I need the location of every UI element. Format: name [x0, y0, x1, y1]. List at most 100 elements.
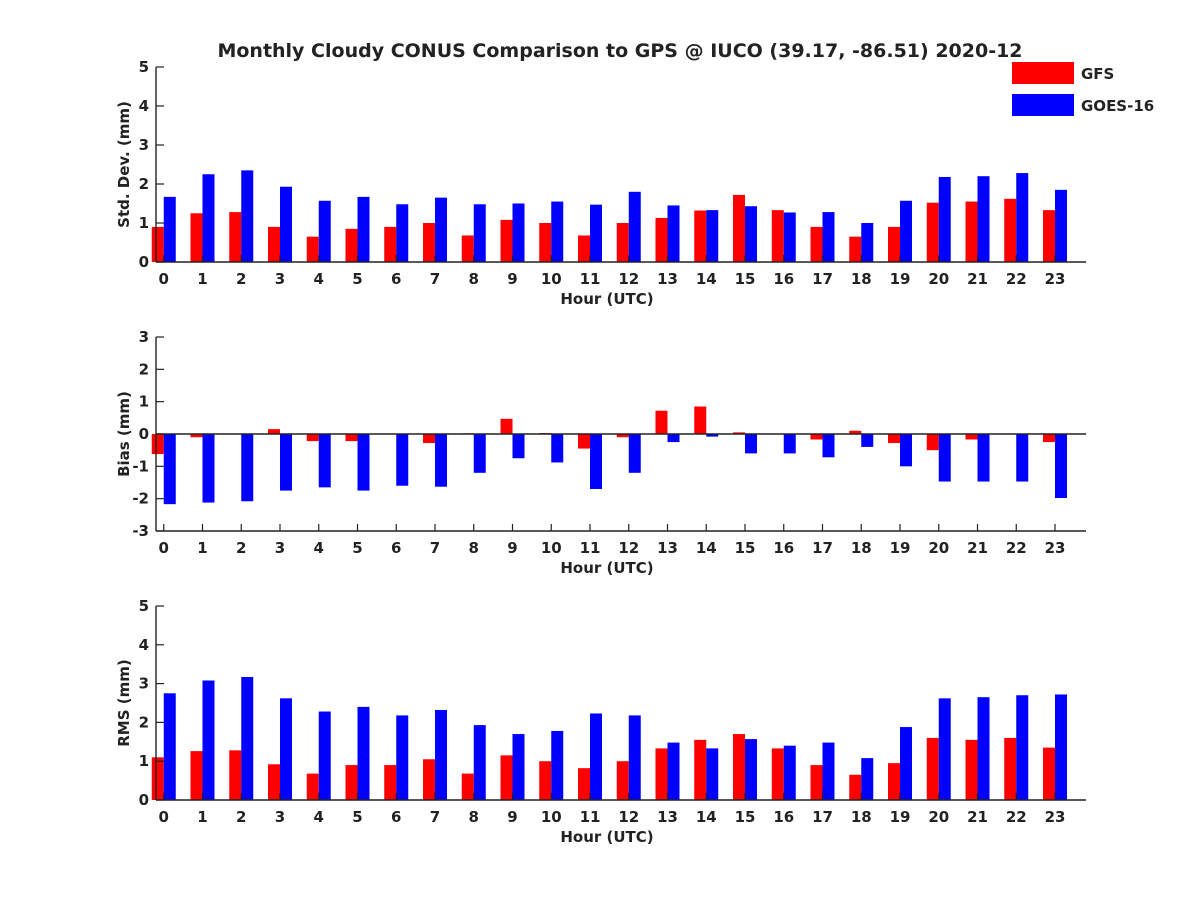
x-tick-label: 18 [851, 539, 872, 557]
bar-goes-16-hour-20 [938, 434, 951, 482]
bar-gfs-hour-10 [539, 761, 552, 800]
x-tick-label: 6 [391, 270, 401, 288]
bar-goes-16-hour-7 [435, 434, 447, 487]
x-tick-label: 21 [967, 539, 988, 557]
bar-goes-16-hour-0 [163, 434, 176, 505]
bar-goes-16-hour-7 [435, 709, 447, 800]
x-tick-label: 13 [657, 539, 678, 557]
bar-gfs-hour-10 [539, 223, 552, 262]
bar-goes-16-hour-19 [900, 434, 912, 467]
x-tick-label: 19 [890, 270, 911, 288]
x-tick-label: 3 [275, 270, 285, 288]
x-tick-label: 19 [890, 808, 911, 826]
x-tick-label: 4 [314, 808, 324, 826]
bar-goes-16-hour-15 [745, 206, 757, 262]
bar-gfs-hour-2 [229, 212, 242, 262]
y-tick-label: 5 [139, 597, 149, 615]
bar-goes-16-hour-16 [783, 745, 796, 800]
bar-gfs-hour-22 [1004, 198, 1017, 262]
x-tick-label: 1 [197, 808, 207, 826]
bar-gfs-hour-20 [926, 202, 939, 262]
bar-gfs-hour-18 [849, 236, 862, 262]
x-axis-label: Hour (UTC) [560, 559, 653, 577]
bar-goes-16-hour-6 [396, 434, 409, 486]
x-tick-label: 8 [469, 539, 479, 557]
chart-title: Monthly Cloudy CONUS Comparison to GPS @… [217, 40, 1022, 62]
y-tick-label: 1 [139, 214, 149, 232]
bar-gfs-hour-4 [306, 773, 319, 800]
x-tick-label: 11 [580, 539, 601, 557]
bar-gfs-hour-1 [190, 213, 203, 262]
bar-goes-16-hour-0 [163, 693, 176, 800]
x-tick-label: 9 [507, 808, 517, 826]
bar-gfs-hour-2 [229, 750, 242, 800]
y-tick-label: 3 [139, 328, 149, 346]
bar-gfs-hour-7 [423, 223, 435, 262]
bar-goes-16-hour-3 [280, 434, 292, 491]
bar-goes-16-hour-22 [1016, 695, 1029, 800]
bar-goes-16-hour-20 [938, 176, 951, 262]
bar-goes-16-hour-9 [512, 434, 525, 459]
bar-gfs-hour-13 [655, 410, 668, 434]
x-tick-label: 20 [928, 270, 949, 288]
x-tick-label: 14 [696, 808, 717, 826]
bar-goes-16-hour-4 [318, 200, 331, 262]
bar-goes-16-hour-17 [822, 742, 835, 800]
x-tick-label: 9 [507, 539, 517, 557]
bar-gfs-hour-11 [578, 434, 590, 449]
x-tick-label: 5 [352, 808, 362, 826]
y-axis-label: Std. Dev. (mm) [115, 101, 133, 228]
x-tick-label: 23 [1045, 270, 1066, 288]
bar-gfs-hour-15 [733, 194, 745, 262]
bar-gfs-hour-22 [1004, 737, 1017, 800]
x-tick-label: 2 [236, 270, 246, 288]
x-tick-label: 11 [580, 270, 601, 288]
bar-gfs-hour-11 [578, 768, 590, 800]
x-tick-label: 17 [812, 270, 833, 288]
y-tick-label: 2 [139, 175, 149, 193]
bar-goes-16-hour-23 [1055, 694, 1067, 800]
x-tick-label: 5 [352, 539, 362, 557]
bar-gfs-hour-12 [616, 761, 629, 800]
x-tick-label: 9 [507, 270, 517, 288]
bar-goes-16-hour-16 [783, 212, 796, 262]
x-tick-label: 10 [541, 270, 562, 288]
bar-gfs-hour-19 [888, 434, 900, 444]
x-tick-label: 14 [696, 270, 717, 288]
bar-gfs-hour-17 [810, 434, 823, 440]
bar-goes-16-hour-19 [900, 727, 912, 800]
bar-goes-16-hour-15 [745, 739, 757, 800]
bar-gfs-hour-9 [500, 418, 513, 434]
bar-goes-16-hour-10 [551, 201, 564, 262]
bar-goes-16-hour-17 [822, 212, 835, 262]
bar-goes-16-hour-0 [163, 196, 176, 262]
bar-goes-16-hour-5 [357, 196, 370, 262]
x-tick-label: 10 [541, 539, 562, 557]
x-tick-label: 5 [352, 270, 362, 288]
bar-goes-16-hour-1 [202, 434, 215, 503]
x-tick-label: 13 [657, 808, 678, 826]
bar-goes-16-hour-9 [512, 734, 525, 800]
bar-goes-16-hour-10 [551, 434, 564, 463]
x-tick-label: 21 [967, 808, 988, 826]
bar-gfs-hour-17 [810, 765, 823, 800]
x-tick-label: 6 [391, 539, 401, 557]
x-tick-label: 13 [657, 270, 678, 288]
bar-goes-16-hour-3 [280, 698, 292, 800]
bar-goes-16-hour-7 [435, 197, 447, 262]
legend-swatch-goes-16 [1012, 94, 1074, 116]
x-tick-label: 8 [469, 270, 479, 288]
bar-gfs-hour-18 [849, 430, 862, 434]
y-tick-label: 4 [139, 636, 149, 654]
bar-gfs-hour-14 [694, 739, 707, 800]
bar-goes-16-hour-4 [318, 434, 331, 488]
bar-gfs-hour-15 [733, 734, 745, 800]
x-tick-label: 3 [275, 539, 285, 557]
bar-gfs-hour-0 [151, 434, 164, 455]
bar-gfs-hour-16 [771, 210, 784, 262]
bar-gfs-hour-6 [384, 765, 397, 800]
